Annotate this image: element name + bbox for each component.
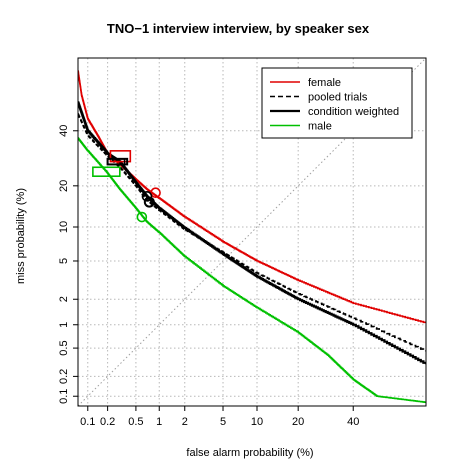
x-tick-label: 5 [220,416,226,428]
series-line-male [78,137,426,403]
y-tick-label: 40 [58,125,70,137]
x-tick-label: 0.2 [100,416,115,428]
legend-label: male [308,121,332,133]
marker-circle-female [150,187,161,199]
legend-label: female [308,77,341,89]
series-line-condition-weighted [78,101,426,365]
x-tick-label: 0.1 [80,416,95,428]
marker-box-pooled-trials [106,158,126,166]
marker-box-male [92,166,121,178]
plot-frame [77,57,427,407]
y-tick-label: 1 [58,322,70,328]
chart-title: TNO−1 interview interview, by speaker se… [107,21,370,36]
x-tick-label: 10 [251,416,263,428]
y-tick-label: 2 [58,296,70,302]
y-tick-label: 0.2 [58,369,70,384]
operating-point-markers [92,150,161,223]
series-lines [78,70,426,403]
x-tick-label: 20 [292,416,304,428]
x-tick-label: 40 [347,416,359,428]
y-tick-label: 0.1 [58,389,70,404]
marker-circle-male [136,211,148,223]
legend-label: pooled trials [308,92,368,104]
series-line-female [78,70,426,324]
y-tick-label: 10 [58,221,70,233]
plot-border [77,57,427,407]
y-axis-ticks: 0.1 0.2 0.5 1 2 5 10 20 40 [58,125,78,404]
y-tick-label: 20 [58,180,70,192]
x-axis-ticks: 0.1 0.2 0.5 1 2 5 10 20 40 [80,406,359,428]
y-tick-label: 0.5 [58,340,70,355]
legend: female pooled trials condition weighted mal… [261,67,413,139]
x-tick-label: 2 [182,416,188,428]
marker-circle-pooled-trials [141,191,153,202]
x-tick-label: 0.5 [128,416,143,428]
legend-label: condition weighted [308,106,399,118]
x-axis-label: false alarm probability (%) [186,447,313,459]
series-line-pooled-trials [78,113,426,352]
y-tick-label: 5 [58,258,70,264]
marker-circle-condition-weighted [143,196,155,208]
y-axis-label: miss probability (%) [15,188,27,284]
marker-box-female [109,150,132,163]
x-tick-label: 1 [156,416,162,428]
legend-box [261,67,413,139]
